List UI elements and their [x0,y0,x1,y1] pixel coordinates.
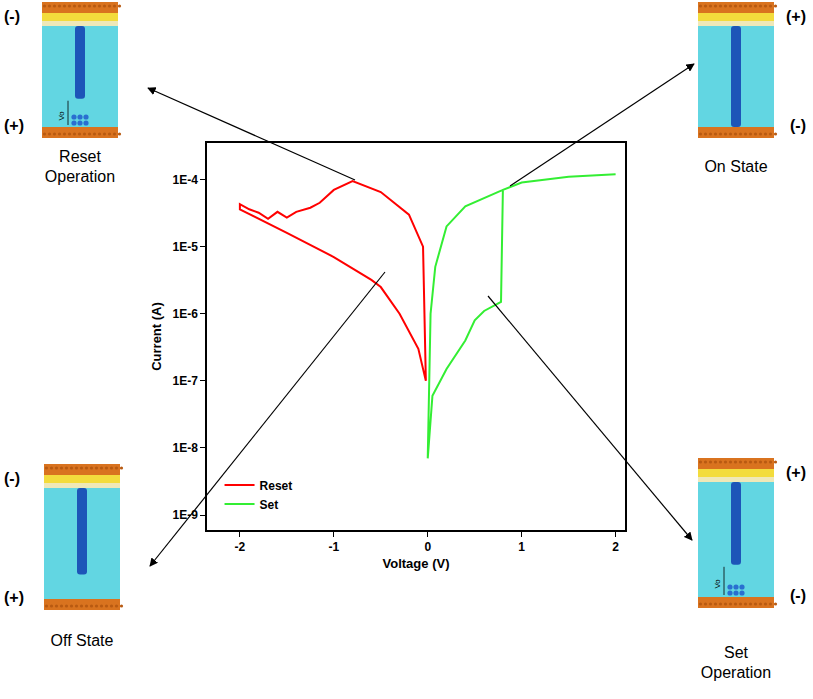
svg-text:Vo: Vo [713,579,722,589]
svg-text:Set: Set [260,498,279,512]
svg-text:1E-4: 1E-4 [172,173,198,187]
svg-text:0: 0 [424,540,431,554]
svg-text:Reset: Reset [260,479,293,493]
svg-text:Off State: Off State [51,632,114,649]
svg-text:On State: On State [704,158,767,175]
svg-text:(-): (-) [790,117,806,134]
svg-text:1E-8: 1E-8 [172,441,198,455]
svg-text:(-): (-) [790,587,806,604]
svg-text:(+): (+) [4,589,24,606]
svg-text:1: 1 [518,540,525,554]
svg-text:Operation: Operation [45,168,115,185]
svg-text:Vo: Vo [57,111,66,121]
svg-text:-1: -1 [328,540,339,554]
svg-text:Operation: Operation [701,664,771,681]
svg-text:(-): (-) [4,8,20,25]
svg-text:(+): (+) [4,117,24,134]
svg-text:(+): (+) [786,464,806,481]
svg-text:(-): (-) [4,470,20,487]
svg-text:1E-6: 1E-6 [172,307,198,321]
svg-text:1E-5: 1E-5 [172,240,198,254]
svg-text:(+): (+) [786,8,806,25]
svg-text:-2: -2 [235,540,246,554]
svg-text:Reset: Reset [59,148,101,165]
svg-text:1E-7: 1E-7 [172,374,198,388]
svg-text:1E-9: 1E-9 [172,508,198,522]
svg-text:Current (A): Current (A) [149,302,164,371]
svg-text:Set: Set [724,644,749,661]
svg-text:2: 2 [612,540,619,554]
svg-text:Voltage (V): Voltage (V) [383,556,450,571]
